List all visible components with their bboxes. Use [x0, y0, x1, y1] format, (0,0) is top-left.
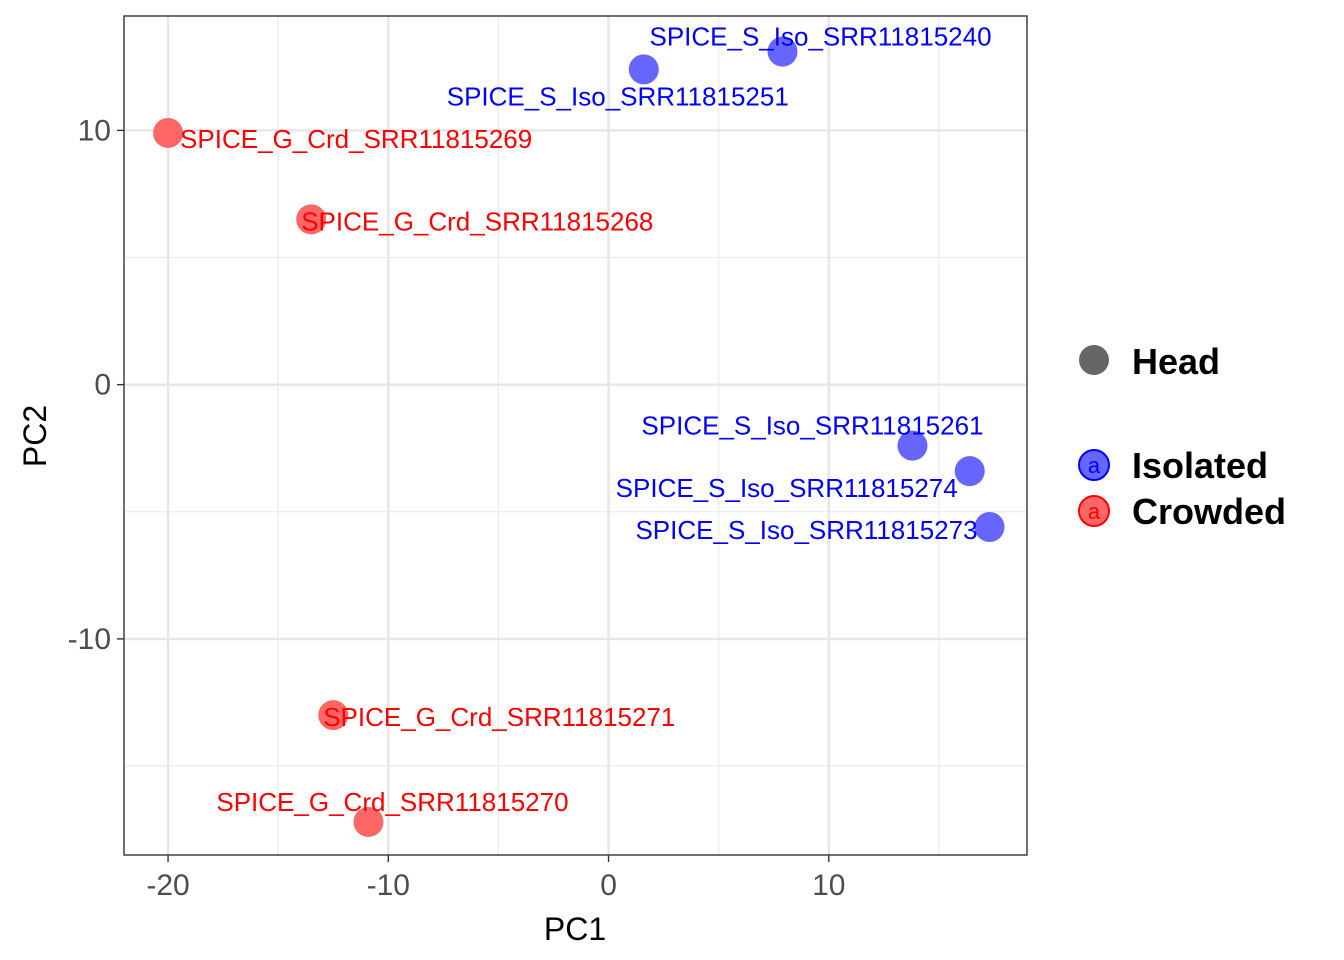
- legend-key-glyph-isolated: a: [1088, 453, 1101, 478]
- x-axis-title: PC1: [544, 911, 606, 947]
- legend-label-crowded: Crowded: [1132, 491, 1286, 532]
- data-point-isolated: [954, 456, 985, 487]
- x-axis: -20 -10 0 10: [146, 855, 845, 902]
- point-label-crowded: SPICE_G_Crd_SRR11815271: [323, 702, 675, 732]
- y-tick-label: -10: [68, 623, 111, 656]
- data-point-crowded: [318, 700, 349, 731]
- data-point-crowded: [296, 204, 327, 235]
- legend-head-label: Head: [1132, 341, 1220, 382]
- point-label-isolated: SPICE_S_Iso_SRR11815274: [616, 473, 958, 503]
- legend-key-crowded: [1078, 495, 1110, 527]
- legend-label-isolated: Isolated: [1132, 445, 1268, 486]
- point-label-crowded: SPICE_G_Crd_SRR11815270: [216, 787, 568, 817]
- point-label-isolated: SPICE_S_Iso_SRR11815273: [635, 515, 977, 545]
- legend: Head a Isolated a Crowded: [1078, 341, 1286, 532]
- legend-key-glyph-crowded: a: [1088, 499, 1101, 524]
- data-point-isolated: [974, 512, 1005, 543]
- x-tick-label: -10: [367, 869, 410, 902]
- y-axis: -10 0 10: [68, 114, 124, 656]
- plot-panel-background: [124, 16, 1027, 855]
- minor-gridlines: [124, 16, 1027, 855]
- point-labels: SPICE_S_Iso_SRR11815240 SPICE_S_Iso_SRR11…: [180, 22, 992, 817]
- point-label-isolated: SPICE_S_Iso_SRR11815261: [641, 411, 983, 441]
- y-axis-title: PC2: [17, 405, 53, 467]
- y-tick-label: 10: [78, 114, 111, 147]
- x-tick-label: 10: [812, 869, 845, 902]
- legend-head-key: [1079, 345, 1109, 375]
- point-label-isolated: SPICE_S_Iso_SRR11815251: [447, 81, 789, 111]
- legend-key-isolated: [1078, 449, 1110, 481]
- point-label-isolated: SPICE_S_Iso_SRR11815240: [649, 22, 991, 52]
- y-tick-label: 0: [94, 369, 111, 402]
- data-point-crowded: [153, 117, 184, 148]
- plot-panel-border: [123, 15, 1028, 856]
- data-points: [153, 36, 1005, 837]
- data-point-isolated: [628, 54, 659, 85]
- x-tick-label: -20: [146, 869, 189, 902]
- point-label-crowded: SPICE_G_Crd_SRR11815269: [180, 124, 532, 154]
- x-tick-label: 0: [600, 869, 617, 902]
- major-gridlines: [124, 16, 1027, 855]
- data-point-isolated: [897, 430, 928, 461]
- data-point-crowded: [353, 806, 384, 837]
- point-label-crowded: SPICE_G_Crd_SRR11815268: [301, 206, 653, 236]
- data-point-isolated: [767, 36, 798, 67]
